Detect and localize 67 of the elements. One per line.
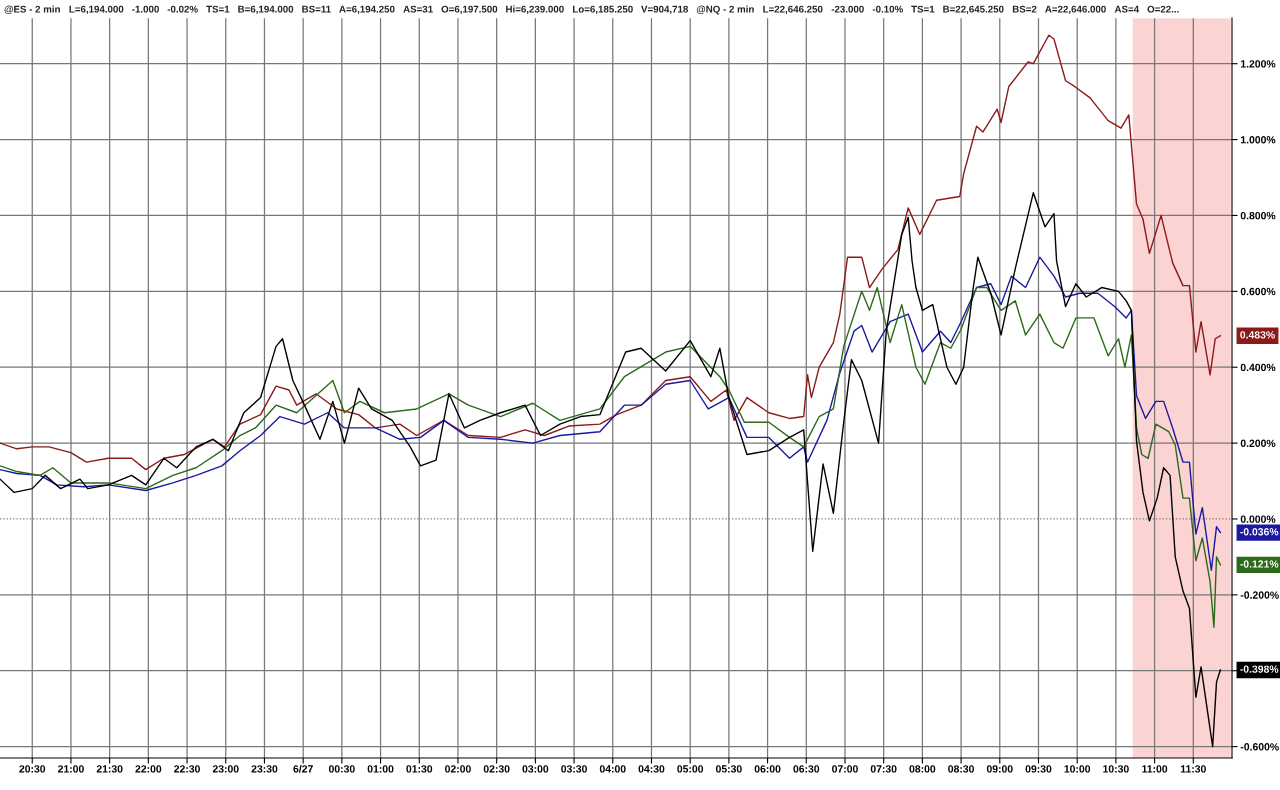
x-tick-label: 05:30 bbox=[715, 765, 742, 773]
text: V=904,718 bbox=[641, 5, 689, 15]
x-tick-label: 20:30 bbox=[19, 765, 46, 773]
y-tick-label: 0.000% bbox=[1240, 515, 1276, 523]
text: BS=2 bbox=[1012, 5, 1037, 13]
x-tick-label: 07:30 bbox=[870, 765, 897, 773]
x-tick-label: 03:00 bbox=[522, 765, 549, 773]
text: B=6,194.000 bbox=[238, 5, 294, 15]
text: @NQ - 2 min bbox=[696, 5, 754, 15]
x-tick-label: 00:30 bbox=[328, 765, 355, 773]
x-tick-label: 21:30 bbox=[96, 765, 123, 773]
x-tick-label: 01:00 bbox=[367, 765, 394, 773]
x-tick-label: 04:30 bbox=[638, 765, 665, 773]
x-tick-label: 10:30 bbox=[1103, 765, 1129, 773]
y-tick-label: -0.600% bbox=[1240, 743, 1279, 751]
x-tick-label: 23:30 bbox=[251, 765, 278, 773]
x-tick-label: 09:30 bbox=[1025, 765, 1052, 773]
text: B=22,645.250 bbox=[943, 5, 1004, 15]
text: L=6,194.000 bbox=[69, 5, 124, 15]
x-tick-label: 06:30 bbox=[793, 765, 820, 773]
text: TS=1 bbox=[206, 5, 230, 13]
x-tick-label: 23:00 bbox=[212, 765, 239, 773]
x-tick-label: 10:00 bbox=[1064, 765, 1091, 773]
x-tick-label: 02:00 bbox=[445, 765, 471, 773]
text: -23.000 bbox=[831, 5, 864, 13]
text: A=22,646.000 bbox=[1045, 5, 1106, 15]
text: -1.000 bbox=[132, 5, 159, 13]
text: O=6,197.500 bbox=[441, 5, 498, 15]
x-tick-label: 11:30 bbox=[1180, 765, 1206, 773]
text: L=22,646.250 bbox=[763, 5, 823, 15]
text: -0.02% bbox=[167, 5, 198, 13]
x-tick-label: 6/27 bbox=[293, 764, 313, 773]
text: A=6,194.250 bbox=[339, 5, 395, 15]
y-tick-label: 0.600% bbox=[1240, 287, 1276, 296]
y-tick-label: 0.400% bbox=[1240, 363, 1276, 372]
text: @ES - 2 min bbox=[4, 5, 60, 15]
y-tick-label: -0.200% bbox=[1240, 591, 1279, 599]
text: TS=1 bbox=[911, 5, 935, 13]
x-tick-label: 22:30 bbox=[174, 765, 200, 773]
x-tick-label: 04:00 bbox=[599, 765, 626, 773]
text: AS=4 bbox=[1114, 5, 1140, 13]
x-tick-label: 05:00 bbox=[677, 765, 704, 773]
x-tick-label: 08:30 bbox=[948, 765, 974, 773]
x-tick-label: 09:00 bbox=[986, 765, 1013, 773]
x-tick-label: 22:00 bbox=[135, 765, 162, 773]
annotation: 0.483% bbox=[1240, 331, 1275, 339]
text: -0.10% bbox=[872, 5, 903, 13]
x-tick-label: 03:30 bbox=[561, 765, 587, 773]
text: Lo=6,185.250 bbox=[573, 5, 633, 15]
y-tick-label: 0.200% bbox=[1240, 439, 1276, 447]
text: O=22... bbox=[1147, 5, 1179, 13]
y-tick-label: 1.000% bbox=[1240, 136, 1276, 144]
text: AS=31 bbox=[403, 5, 433, 13]
y-tick-label: 1.200% bbox=[1240, 60, 1276, 68]
y-tick-label: 0.800% bbox=[1240, 211, 1276, 220]
x-tick-label: 11:00 bbox=[1142, 765, 1168, 773]
text: Hi=6,239.000 bbox=[506, 5, 564, 15]
annotation: -0.036% bbox=[1240, 528, 1279, 536]
x-tick-label: 01:30 bbox=[406, 765, 433, 773]
x-tick-label: 07:00 bbox=[832, 765, 858, 773]
x-tick-label: 06:00 bbox=[754, 765, 781, 773]
annotation: -0.398% bbox=[1240, 665, 1279, 673]
x-tick-label: 21:00 bbox=[57, 765, 84, 773]
x-tick-label: 02:30 bbox=[483, 765, 510, 773]
annotation: -0.121% bbox=[1240, 560, 1279, 568]
text: BS=11 bbox=[302, 5, 331, 13]
x-tick-label: 08:00 bbox=[909, 765, 936, 773]
